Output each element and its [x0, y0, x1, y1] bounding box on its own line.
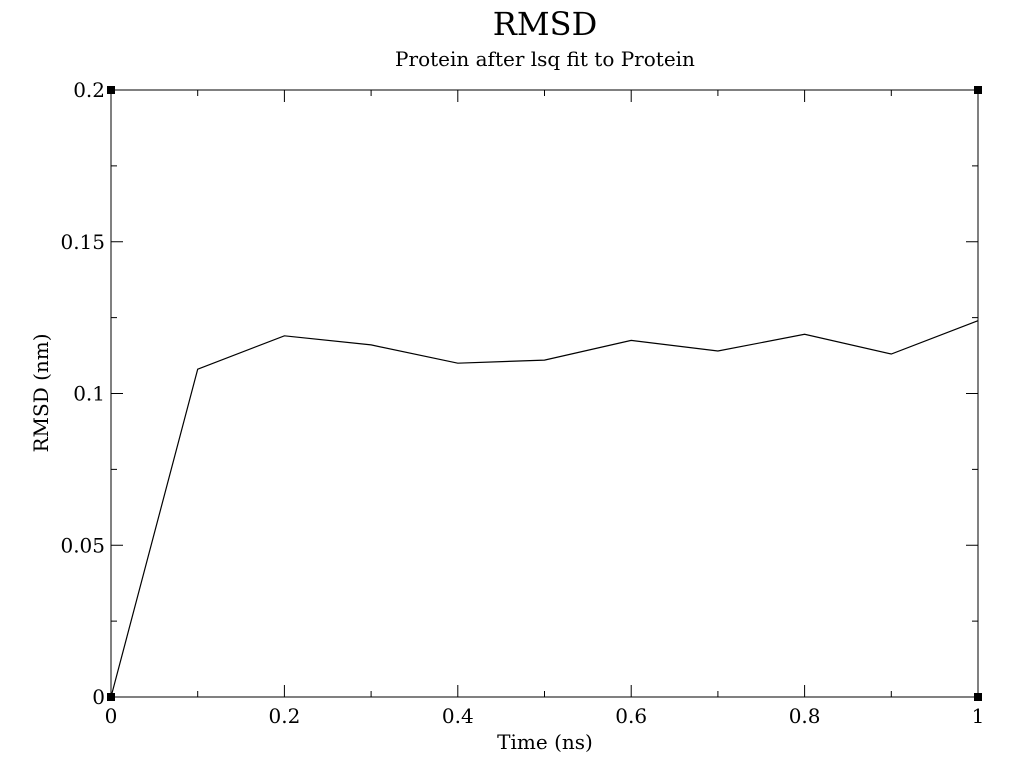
- y-tick-label: 0: [92, 685, 105, 709]
- corner-marker: [107, 693, 115, 701]
- x-tick-label: 0: [105, 704, 118, 728]
- corner-markers: [107, 86, 982, 701]
- x-tick-label: 0.6: [615, 704, 647, 728]
- plot-frame: [111, 90, 978, 697]
- y-axis-label: RMSD (nm): [29, 333, 53, 452]
- corner-marker: [107, 86, 115, 94]
- y-tick-label: 0.15: [60, 230, 105, 254]
- x-tick-label: 0.8: [789, 704, 821, 728]
- chart-title: RMSD: [493, 5, 597, 43]
- x-tick-label: 0.2: [268, 704, 300, 728]
- y-tick-label: 0.1: [73, 382, 105, 406]
- tick-labels: 0 0.2 0.4 0.6 0.8 1 0 0.05 0.1 0.15 0.2: [60, 78, 984, 728]
- corner-marker: [974, 693, 982, 701]
- y-tick-label: 0.05: [60, 533, 105, 557]
- rmsd-series-line: [111, 321, 978, 697]
- axis-ticks: [111, 90, 978, 697]
- chart-subtitle: Protein after lsq fit to Protein: [395, 47, 695, 71]
- x-tick-label: 1: [972, 704, 985, 728]
- corner-marker: [974, 86, 982, 94]
- x-axis-label: Time (ns): [497, 730, 593, 754]
- y-tick-label: 0.2: [73, 78, 105, 102]
- x-tick-label: 0.4: [442, 704, 474, 728]
